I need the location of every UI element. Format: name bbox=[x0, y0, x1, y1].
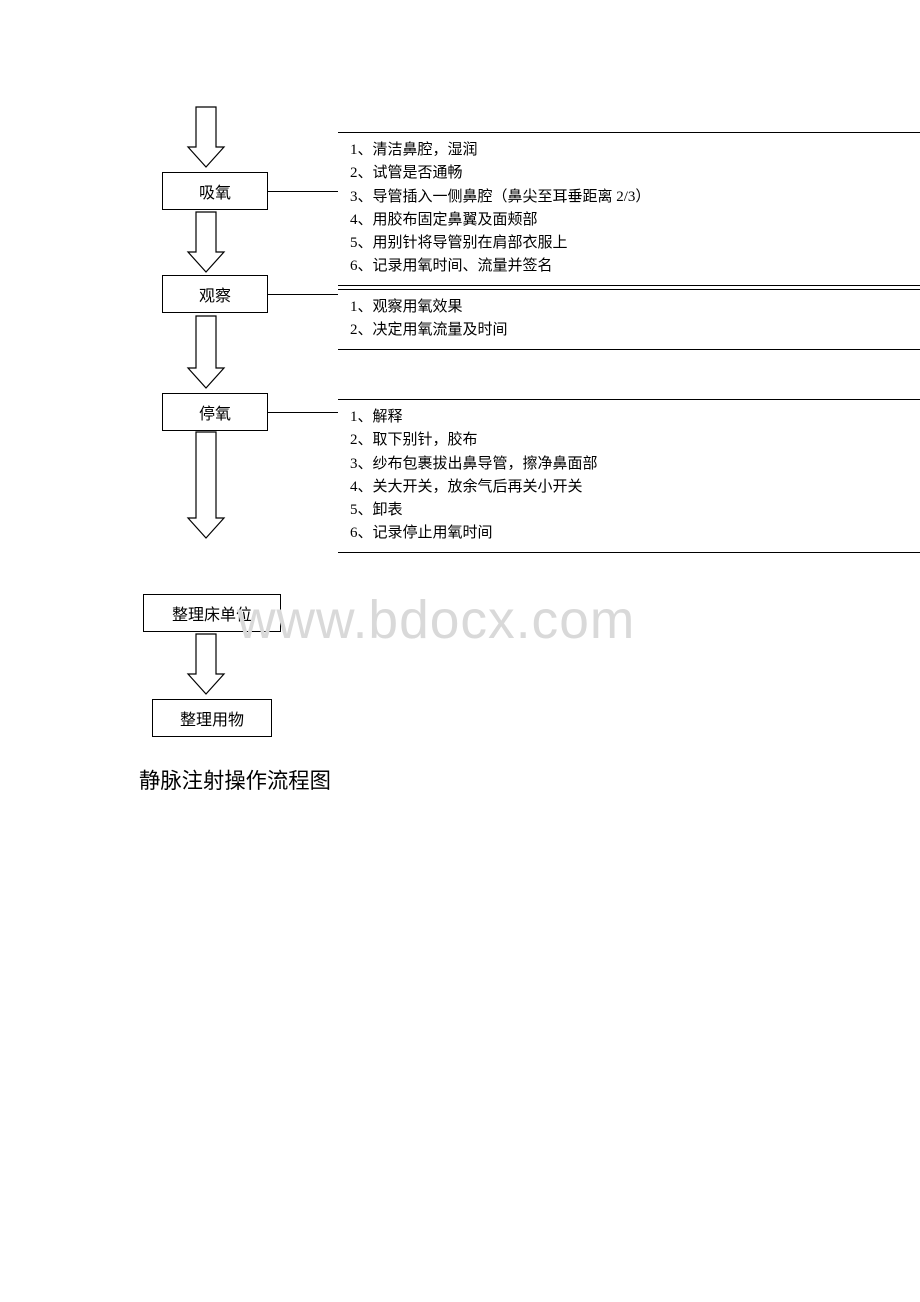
caption-text: 静脉注射操作流程图 bbox=[139, 764, 331, 795]
step-ting-yang-line: 6、记录停止用氧时间 bbox=[350, 522, 914, 545]
step-ting-yang-line: 4、关大开关，放余气后再关小开关 bbox=[350, 476, 914, 499]
step-guan-cha-connector bbox=[268, 294, 338, 295]
step-zhengli-yongwu: 整理用物 bbox=[152, 699, 272, 737]
step-ting-yang-line: 1、解释 bbox=[350, 406, 914, 429]
step-guan-cha-line: 2、决定用氧流量及时间 bbox=[350, 319, 914, 342]
step-ting-yang-line: 5、卸表 bbox=[350, 499, 914, 522]
step-ting-yang: 停氧 bbox=[162, 393, 268, 431]
down-arrow-icon bbox=[188, 316, 224, 388]
step-zhengli-yongwu-label: 整理用物 bbox=[180, 706, 244, 730]
down-arrow-icon bbox=[188, 432, 224, 538]
down-arrow-icon bbox=[188, 212, 224, 272]
step-guan-cha: 观察 bbox=[162, 275, 268, 313]
step-xi-yang-line: 2、试管是否通畅 bbox=[350, 162, 914, 185]
step-xi-yang-label: 吸氧 bbox=[199, 179, 231, 203]
down-arrow-icon bbox=[188, 634, 224, 694]
step-guan-cha-description: 1、观察用氧效果2、决定用氧流量及时间 bbox=[338, 289, 920, 350]
step-ting-yang-label: 停氧 bbox=[199, 400, 231, 424]
step-xi-yang-line: 6、记录用氧时间、流量并签名 bbox=[350, 255, 914, 278]
step-ting-yang-line: 3、纱布包裹拔出鼻导管，擦净鼻面部 bbox=[350, 453, 914, 476]
step-xi-yang-description: 1、清洁鼻腔，湿润2、试管是否通畅3、导管插入一侧鼻腔（鼻尖至耳垂距离 2/3）… bbox=[338, 132, 920, 286]
step-xi-yang: 吸氧 bbox=[162, 172, 268, 210]
step-ting-yang-line: 2、取下别针，胶布 bbox=[350, 429, 914, 452]
step-ting-yang-connector bbox=[268, 412, 338, 413]
step-ting-yang-description: 1、解释2、取下别针，胶布3、纱布包裹拔出鼻导管，擦净鼻面部4、关大开关，放余气… bbox=[338, 399, 920, 553]
step-guan-cha-label: 观察 bbox=[199, 282, 231, 306]
step-guan-cha-line: 1、观察用氧效果 bbox=[350, 296, 914, 319]
step-xi-yang-line: 3、导管插入一侧鼻腔（鼻尖至耳垂距离 2/3） bbox=[350, 186, 914, 209]
step-xi-yang-line: 1、清洁鼻腔，湿润 bbox=[350, 139, 914, 162]
step-xi-yang-line: 4、用胶布固定鼻翼及面颊部 bbox=[350, 209, 914, 232]
step-xi-yang-connector bbox=[268, 191, 338, 192]
step-xi-yang-line: 5、用别针将导管别在肩部衣服上 bbox=[350, 232, 914, 255]
down-arrow-icon bbox=[188, 107, 224, 167]
watermark-text: www.bdocx.com bbox=[237, 590, 635, 651]
